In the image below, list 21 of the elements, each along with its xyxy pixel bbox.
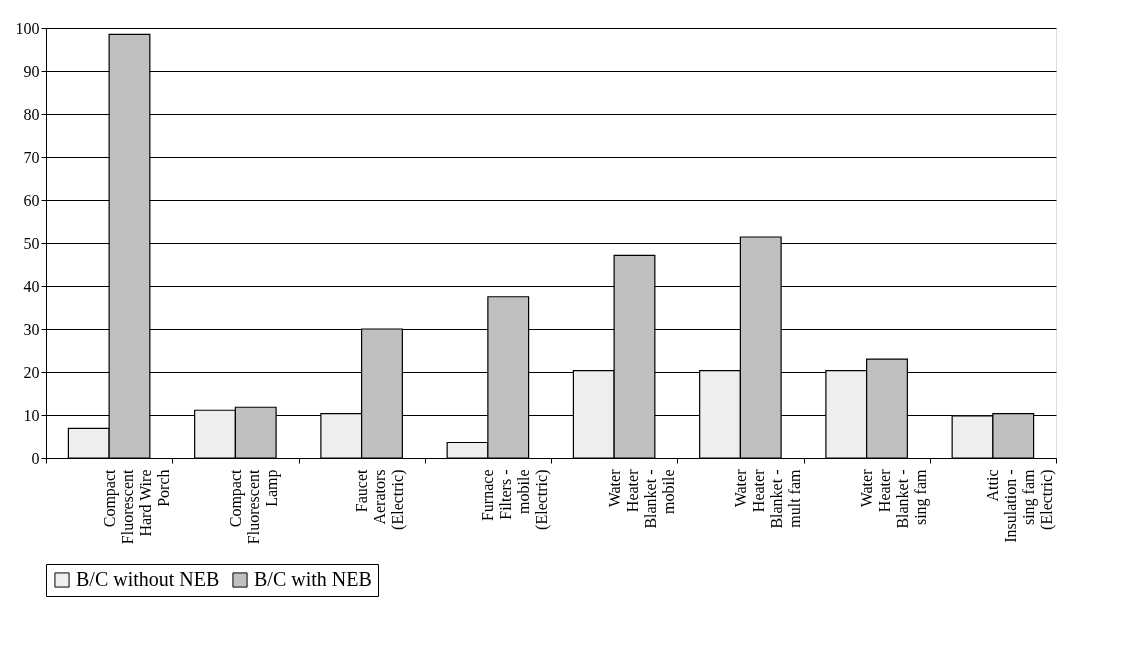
- x-tick-label: Compact Fluorescent Lamp: [226, 468, 281, 545]
- x-tick-label: Water Heater Blanket - sing fam: [858, 468, 931, 529]
- y-tick-label: 0: [31, 449, 40, 467]
- y-tick-label: 10: [23, 406, 40, 424]
- y-tick-label: 80: [23, 105, 40, 123]
- x-tick-label: Compact Fluorescent Hard Wire Porch: [100, 468, 172, 545]
- y-tick-label: 20: [23, 363, 40, 381]
- x-tick-label: Water Heater Blanket - mobile: [605, 468, 677, 529]
- y-tick-label: 100: [15, 19, 40, 37]
- x-tick-label: Faucet Aerators (Electric): [353, 468, 408, 530]
- legend-label: B/C with NEB: [254, 568, 372, 590]
- x-tick-label: Water Heater Blanket - mult fam: [731, 468, 803, 529]
- x-tick-label: Furnace Filters - mobile (Electric): [479, 469, 552, 530]
- x-tick-label: Attic Insulation - sing fam (Electric): [984, 468, 1057, 543]
- y-tick-label: 90: [23, 62, 40, 80]
- y-tick-label: 70: [23, 148, 40, 166]
- y-tick-label: 30: [23, 320, 40, 338]
- y-tick-label: 50: [23, 234, 40, 252]
- legend-label: B/C without NEB: [76, 568, 220, 590]
- y-tick-label: 40: [23, 277, 40, 295]
- y-tick-label: 60: [23, 191, 40, 209]
